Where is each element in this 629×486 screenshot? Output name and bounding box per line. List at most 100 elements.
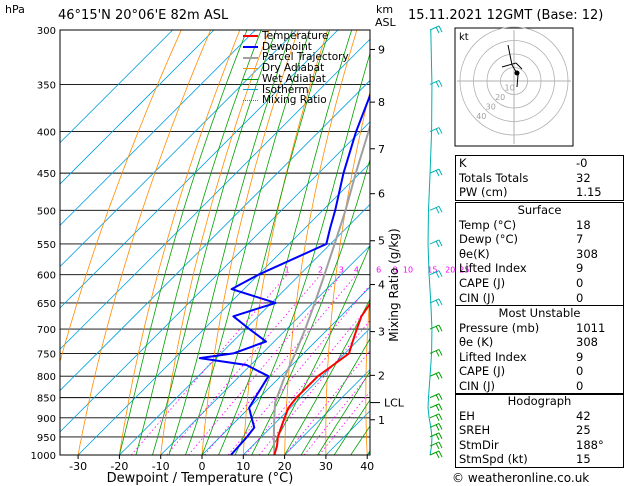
wind-barb-flag [438, 324, 443, 332]
wind-barb-flag [438, 450, 443, 458]
most-unstable-panel: Most Unstable Pressure (mb) 1011 θe (K) 30… [455, 305, 624, 395]
x-axis-label: Dewpoint / Temperature (°C) [107, 471, 294, 486]
wind-barb-flag [435, 26, 440, 34]
profile-lines [198, 92, 370, 455]
legend-item-wet-adiabat: Wet Adiabat [243, 74, 349, 85]
km-tick-label: 9 [378, 43, 385, 56]
wind-barb-flag [438, 349, 443, 356]
pressure-tick-label: 600 [37, 271, 56, 282]
x-tick-label: 40 [360, 460, 374, 473]
wind-barb-flag [435, 424, 440, 431]
legend: Temperature Dewpoint Parcel Trajectory D… [243, 31, 349, 106]
wind-barb-staff [429, 205, 440, 211]
wind-barb [429, 270, 443, 278]
wet-adiabat-line [185, 30, 311, 455]
wind-barb-flag [438, 441, 443, 449]
hodograph-trace [507, 44, 519, 88]
wind-barb [429, 127, 443, 135]
wind-barb-staff [429, 423, 440, 428]
surface-row: Temp (°C) 18 [459, 217, 591, 232]
location-title: 46°15'N 20°06'E 82m ASL [58, 8, 229, 23]
wind-barb-flag [435, 128, 440, 135]
wind-barb [429, 371, 443, 380]
isotherm-line [60, 30, 339, 309]
wind-barb [429, 413, 443, 422]
mixing-ratio-line [284, 350, 370, 455]
legend-item-parcel: Parcel Trajectory [243, 52, 349, 63]
wind-barb [429, 205, 443, 214]
hodo-row: EH 42 [459, 408, 591, 423]
hodo-row: StmSpd (kt) 15 [459, 452, 591, 467]
wet-adiabat-line [284, 298, 370, 455]
wind-barb-flag [438, 372, 443, 379]
wet-adiabat-line [201, 30, 330, 455]
mixing-ratio-label: 10 [403, 266, 413, 275]
mixing-ratio-line [130, 274, 288, 455]
background-grid [60, 30, 370, 455]
wind-barbs [427, 25, 443, 459]
wind-barb-flag [438, 25, 443, 33]
wind-barb-flag [438, 270, 443, 277]
hodograph-ring-label: 20 [495, 93, 505, 102]
hodograph-ring-label: 40 [476, 112, 486, 121]
index-row-totals: Totals Totals 32 [459, 170, 591, 185]
dewpoint-series [198, 92, 370, 455]
mixing-ratio-label: 1 [285, 266, 290, 275]
surface-panel: Surface Temp (°C) 18 Dewp (°C) 7 θe(K) 308 … [455, 202, 624, 307]
footer-credit: © weatheronline.co.uk [452, 471, 590, 485]
mixing-ratio-line [245, 304, 370, 455]
plot-frame [59, 29, 371, 456]
mixing-ratio-line [166, 274, 321, 455]
wind-barb-staff [429, 168, 440, 174]
wind-barb-staff [429, 239, 440, 245]
isotherm-line [60, 30, 297, 268]
x-tick-label: 10 [236, 460, 250, 473]
wet-adiabat-line [135, 30, 262, 455]
wind-barb [429, 393, 443, 401]
wind-barb-flag [435, 451, 440, 459]
x-tick-label: -30 [69, 460, 87, 473]
wind-barb-flag [438, 423, 443, 430]
surface-row: CAPE (J) 0 [459, 275, 584, 290]
dry-adiabat-line [365, 289, 370, 455]
mixing-ratio-label: 4 [354, 266, 359, 275]
wind-barb-flag [438, 127, 443, 134]
wet-adiabat-line [300, 337, 370, 455]
dry-adiabat-line [201, 30, 299, 455]
pressure-tick-label: 950 [37, 433, 56, 444]
wind-barb-flag [435, 404, 440, 412]
x-tick-label: 30 [319, 460, 333, 473]
wind-barb-staff [429, 371, 440, 377]
most-unstable-title: Most Unstable [498, 306, 581, 320]
wind-barb [429, 348, 443, 357]
asl-label: ASL [375, 16, 397, 29]
wind-barb [429, 239, 443, 248]
pressure-tick-label: 850 [37, 394, 56, 405]
wind-barb-flag [438, 403, 443, 411]
dry-adiabat-line [119, 30, 241, 455]
isotherm-line [160, 245, 370, 455]
wind-barb [429, 450, 443, 459]
pressure-tick-label: 900 [37, 414, 56, 425]
pressure-tick-label: 1000 [31, 451, 56, 462]
pressure-tick-label: 350 [37, 80, 56, 91]
isotherm-line [201, 286, 370, 455]
km-tick-label: 8 [378, 96, 385, 109]
lcl-label: LCL [384, 397, 405, 410]
pressure-tick-label: 700 [37, 325, 56, 336]
surface-row: θe(K) 308 [459, 246, 598, 261]
km-tick-label: 2 [378, 369, 385, 382]
wind-barb-flag [435, 325, 440, 333]
mu-row: Pressure (mb) 1011 [459, 320, 606, 335]
mixing-ratio-label: 3 [339, 266, 344, 275]
mixing-ratio-labels: 1 2 3 4 6 8 10 15 20 25 [285, 266, 470, 275]
wind-barb-flag [438, 413, 443, 421]
legend-item-dry-adiabat: Dry Adiabat [243, 63, 349, 74]
wind-barb-staff [429, 298, 440, 304]
wet-adiabat-line [251, 157, 370, 455]
km-label: km [376, 3, 393, 16]
wet-adiabat-line [234, 51, 370, 455]
dry-adiabat-line [77, 30, 211, 455]
